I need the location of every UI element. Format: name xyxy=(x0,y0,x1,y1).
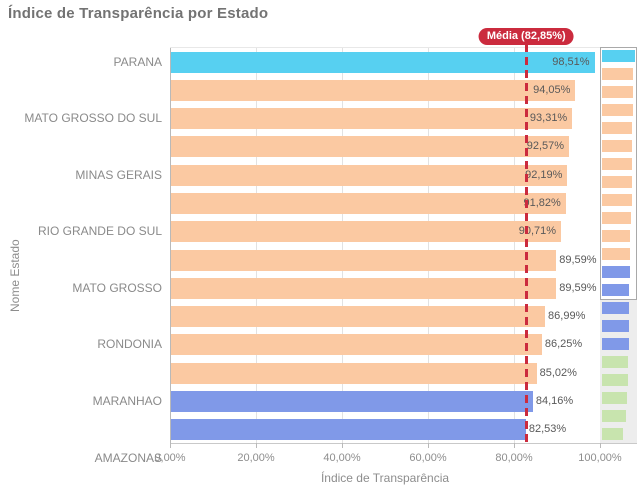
bar-row: TOCANTINS85,02% xyxy=(170,359,600,387)
minimap-bar xyxy=(602,392,627,404)
value-label-rondonia: 91,82% xyxy=(523,197,561,210)
minimap-viewport[interactable] xyxy=(600,47,637,300)
mean-reference-line xyxy=(525,44,529,443)
minimap-bar xyxy=(602,68,634,80)
bar-row: ESPIRITO SANTO86,25% xyxy=(170,331,600,359)
x-tick-mark xyxy=(256,443,257,448)
bar-row: RIO GRANDE DO SUL 92,57% xyxy=(38,133,600,238)
minimap-bar xyxy=(602,194,632,206)
category-label-amazonas: AMAZONAS xyxy=(94,450,162,465)
bar-row: PIAUI82,53% xyxy=(170,416,600,444)
bar-mato-grosso-do-sul[interactable] xyxy=(171,79,576,101)
minimap-bar xyxy=(602,158,632,170)
minimap-bar xyxy=(602,122,633,134)
bar-row: SANTA CATARINA84,16% xyxy=(170,387,600,415)
gridline xyxy=(428,48,429,443)
value-label-mato-grosso-do-sul: 94,05% xyxy=(533,83,571,96)
bar-parana[interactable] xyxy=(171,51,595,73)
bar-row: AMAZONAS 89,59% xyxy=(95,246,600,465)
x-tick-label: 0,00% xyxy=(154,452,186,464)
minimap-bar xyxy=(602,356,629,368)
x-tick-mark xyxy=(342,443,343,448)
x-tick-label: 60,00% xyxy=(409,452,447,464)
x-axis-title: Índice de Transparência xyxy=(320,471,450,485)
bar-row: MINAS GERAIS 93,31% xyxy=(75,105,600,182)
value-label-distrito-federal: 89,59% xyxy=(559,281,597,294)
minimap-bar xyxy=(602,50,635,62)
bar-row: DISTRITO FEDERAL89,59% xyxy=(170,274,600,302)
bar-rondonia[interactable] xyxy=(171,193,566,215)
value-label-amazonas: 89,59% xyxy=(559,253,597,266)
bar-mato-grosso[interactable] xyxy=(171,164,568,186)
value-label-pernambuco: 86,99% xyxy=(548,310,586,323)
y-axis-title: Nome Estado xyxy=(8,239,22,312)
bar-row: MARANHAO 90,71% xyxy=(93,218,600,408)
bar-row: PERNAMBUCO86,99% xyxy=(170,303,600,331)
minimap-bar xyxy=(602,104,633,116)
bar-maranhao[interactable] xyxy=(171,221,562,243)
category-label-rio-grande-do-sul: RIO GRANDE DO SUL xyxy=(37,224,162,239)
value-label-santa-catarina: 84,16% xyxy=(535,395,574,408)
x-tick-mark xyxy=(600,443,601,448)
value-label-piaui: 82,53% xyxy=(528,423,567,436)
gridline xyxy=(342,48,343,443)
category-label-maranhao: MARANHAO xyxy=(92,394,162,409)
minimap-bar xyxy=(602,176,632,188)
minimap-bar xyxy=(602,266,630,278)
category-label-rondonia: RONDONIA xyxy=(97,337,162,352)
minimap-bar xyxy=(602,212,631,224)
category-label-mato-grosso-do-sul: MATO GROSSO DO SUL xyxy=(24,111,162,126)
x-tick-label: 20,00% xyxy=(237,452,275,464)
minimap-bar xyxy=(602,320,629,332)
plot-area: PARANA 98,51% MATO GROSSO DO SUL 94,05% MINA… xyxy=(24,44,601,465)
gridline xyxy=(256,48,257,443)
bar-row: RONDONIA 91,82% xyxy=(97,189,600,351)
minimap-bar xyxy=(602,428,624,440)
minimap-bar xyxy=(602,248,631,260)
value-label-mato-grosso: 92,19% xyxy=(525,168,563,181)
category-label-mato-grosso: MATO GROSSO xyxy=(72,280,162,295)
value-label-maranhao: 90,71% xyxy=(518,225,557,238)
category-label-parana: PARANA xyxy=(113,54,162,69)
minimap-bar xyxy=(602,302,630,314)
bar-rio-grande-do-sul[interactable] xyxy=(171,136,570,158)
x-tick-label: 40,00% xyxy=(323,452,361,464)
x-tick-mark xyxy=(428,443,429,448)
x-axis-line xyxy=(170,443,637,444)
category-label-minas-gerais: MINAS GERAIS xyxy=(75,167,162,182)
x-tick-label: 100,00% xyxy=(578,452,622,464)
bar-santa-catarina[interactable] xyxy=(171,391,533,413)
bar-tocantins[interactable] xyxy=(171,362,537,384)
minimap-bar xyxy=(602,410,626,422)
minimap-bar xyxy=(602,374,628,386)
bar-amazonas[interactable] xyxy=(171,249,557,271)
value-label-espirito-santo: 86,25% xyxy=(544,338,583,351)
x-tick-mark xyxy=(170,443,171,448)
minimap-bar xyxy=(602,86,633,98)
chart-title: Índice de Transparência por Estado xyxy=(8,5,269,22)
bar-piaui[interactable] xyxy=(171,419,526,441)
scroll-minimap[interactable] xyxy=(600,47,637,443)
value-label-minas-gerais: 93,31% xyxy=(529,112,568,125)
bar-row: MATO GROSSO DO SUL 94,05% xyxy=(24,76,600,125)
x-tick-mark xyxy=(514,443,515,448)
minimap-bar xyxy=(602,140,633,152)
minimap-bar xyxy=(602,230,631,242)
x-tick-label: 80,00% xyxy=(495,452,533,464)
minimap-bar xyxy=(602,338,629,350)
gridline xyxy=(170,48,171,443)
gridline xyxy=(514,48,515,443)
bar-minas-gerais[interactable] xyxy=(171,108,573,130)
bar-espirito-santo[interactable] xyxy=(171,334,542,356)
value-label-tocantins: 85,02% xyxy=(539,366,577,379)
value-label-parana: 98,51% xyxy=(552,55,590,68)
bar-row: MATO GROSSO 92,19% xyxy=(72,161,600,295)
value-label-rio-grande-do-sul: 92,57% xyxy=(526,140,565,153)
bar-distrito-federal[interactable] xyxy=(171,277,557,299)
bar-pernambuco[interactable] xyxy=(171,306,546,328)
bar-row: PARANA 98,51% xyxy=(114,48,600,76)
mean-reference-label: Média (82,85%) xyxy=(478,28,574,45)
minimap-bar xyxy=(602,284,630,296)
